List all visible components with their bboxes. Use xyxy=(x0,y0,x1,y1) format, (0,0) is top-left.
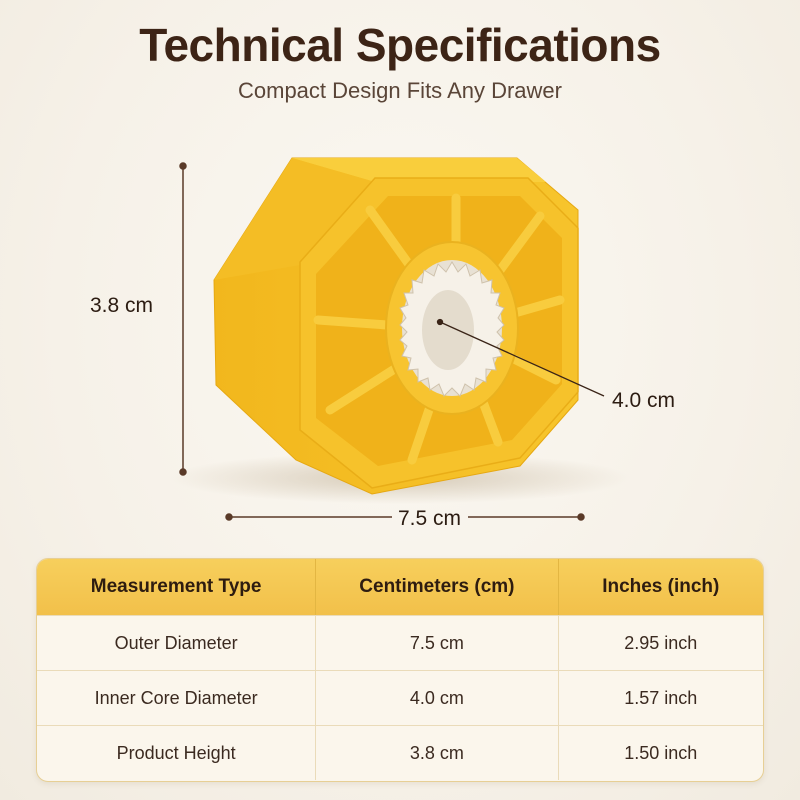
width-dimension-line xyxy=(225,513,585,521)
spec-table: Measurement Type Centimeters (cm) Inches… xyxy=(36,558,764,782)
table-row: Inner Core Diameter 4.0 cm 1.57 inch xyxy=(37,670,763,725)
table-row: Outer Diameter 7.5 cm 2.95 inch xyxy=(37,615,763,670)
inner-diameter-leader xyxy=(436,318,605,397)
page-title: Technical Specifications xyxy=(139,19,661,71)
height-dimension-line xyxy=(179,162,187,476)
inner-diameter-label: 4.0 cm xyxy=(612,389,676,412)
row-inch-value: 1.50 inch xyxy=(557,726,763,780)
header-measurement-type: Measurement Type xyxy=(90,576,262,597)
spec-table-header: Measurement Type Centimeters (cm) Inches… xyxy=(37,559,763,615)
row-cm-value: 3.8 cm xyxy=(315,726,557,780)
row-measurement: Outer Diameter xyxy=(114,632,238,653)
page-subtitle: Compact Design Fits Any Drawer xyxy=(238,78,562,103)
row-cm-value: 7.5 cm xyxy=(315,616,557,670)
product-illustration xyxy=(170,157,630,521)
row-cm-value: 4.0 cm xyxy=(315,671,557,725)
row-measurement: Inner Core Diameter xyxy=(94,687,258,708)
octagon-left-face xyxy=(214,158,375,280)
row-inch-value: 2.95 inch xyxy=(557,616,763,670)
hub-bore-shade xyxy=(422,290,474,370)
octagon-top-face xyxy=(292,158,546,182)
header-inches: Inches (inch) xyxy=(557,559,763,615)
row-inch-value: 1.57 inch xyxy=(557,671,763,725)
table-row: Product Height 3.8 cm 1.50 inch xyxy=(37,725,763,780)
width-label: 7.5 cm xyxy=(398,507,462,530)
height-label: 3.8 cm xyxy=(90,294,154,317)
row-measurement: Product Height xyxy=(116,742,236,763)
header-centimeters: Centimeters (cm) xyxy=(315,559,557,615)
